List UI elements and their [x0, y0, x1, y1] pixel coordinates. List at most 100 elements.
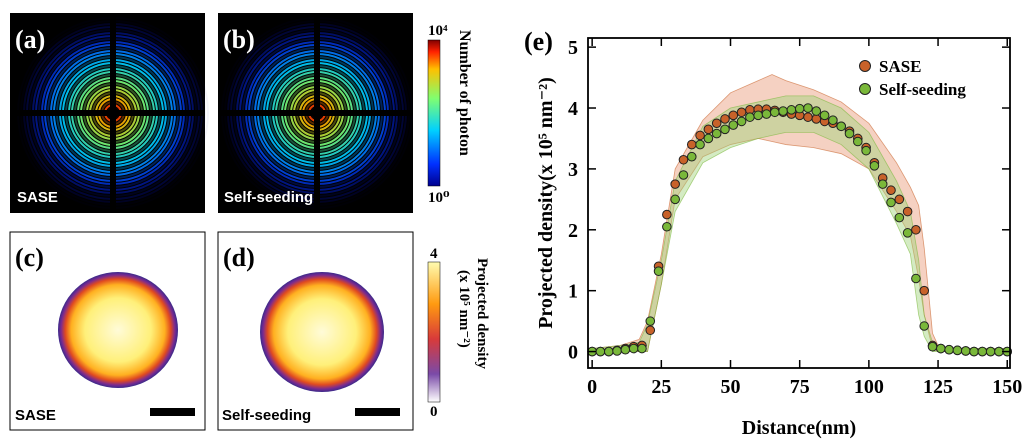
colorbar	[427, 261, 441, 403]
data-point	[803, 103, 813, 113]
scale-bar	[150, 408, 195, 416]
data-point	[985, 346, 996, 357]
panel-caption: Self-seeding	[224, 189, 313, 206]
data-point	[911, 273, 921, 284]
diffraction-image	[218, 13, 413, 213]
data-point	[811, 106, 822, 116]
data-point	[703, 133, 714, 144]
data-point	[969, 346, 979, 357]
colorbar-min: 10⁰	[428, 190, 450, 206]
data-point	[886, 185, 896, 196]
data-point	[778, 106, 788, 116]
y-tick-label: 0	[568, 342, 578, 364]
data-point	[753, 110, 763, 121]
panel-caption: SASE	[17, 189, 58, 206]
data-point	[919, 285, 930, 296]
density-map	[260, 272, 384, 392]
legend-label: Self-seeding	[879, 80, 966, 99]
x-tick-label: 0	[587, 376, 597, 398]
data-point	[853, 136, 863, 147]
data-point	[819, 110, 830, 121]
chart-title: (e)	[524, 27, 553, 56]
data-point	[736, 107, 747, 118]
data-point	[711, 128, 722, 139]
data-point	[703, 124, 714, 135]
data-point	[662, 221, 672, 232]
data-point	[828, 115, 838, 125]
data-point	[761, 109, 772, 119]
panel-label: (d)	[223, 243, 255, 272]
data-point	[736, 116, 747, 127]
x-tick-label: 150	[992, 376, 1022, 398]
data-point	[686, 139, 697, 150]
data-point	[919, 321, 930, 331]
data-point	[653, 266, 664, 276]
data-point	[728, 120, 739, 130]
data-point	[794, 103, 805, 114]
data-point	[662, 209, 672, 220]
x-tick-label: 75	[790, 376, 810, 398]
data-point	[678, 154, 689, 165]
data-point	[686, 151, 697, 162]
data-point	[960, 346, 971, 356]
data-point	[803, 112, 813, 122]
beamstop-arm	[218, 110, 413, 116]
data-point	[927, 341, 938, 352]
data-point	[603, 346, 614, 357]
legend-label: SASE	[879, 57, 922, 76]
legend-marker	[859, 60, 871, 72]
data-point	[695, 130, 705, 141]
data-point	[836, 121, 847, 132]
data-point	[911, 224, 921, 235]
density-map	[58, 272, 178, 388]
panel-label: (b)	[223, 25, 255, 54]
colorbar-max: 4	[430, 246, 438, 262]
data-point	[869, 161, 880, 171]
y-axis-label: Projected density(x 10⁵ nm⁻²)	[535, 77, 557, 329]
x-tick-label: 100	[854, 376, 884, 398]
beamstop-arm	[10, 110, 205, 116]
data-point	[678, 170, 689, 180]
data-point	[877, 179, 888, 189]
data-point	[628, 343, 639, 354]
data-point	[612, 346, 622, 356]
panel-caption: Self-seeding	[222, 407, 311, 424]
data-point	[811, 114, 822, 124]
panel-label: (a)	[15, 25, 45, 54]
data-point	[720, 114, 730, 124]
colorbar-title: (x 10⁵ nm⁻²)	[456, 270, 472, 348]
data-point	[844, 128, 855, 139]
data-point	[695, 139, 705, 150]
data-point	[936, 343, 946, 354]
data-point	[886, 197, 896, 208]
diffraction-image	[10, 13, 209, 213]
data-point	[944, 344, 954, 355]
colorbar-min: 0	[430, 404, 438, 420]
data-point	[711, 118, 722, 129]
data-point	[637, 343, 647, 354]
data-point	[745, 112, 755, 122]
x-tick-label: 50	[721, 376, 741, 398]
legend-marker	[859, 83, 871, 95]
y-tick-label: 2	[568, 220, 578, 242]
colorbar	[427, 39, 441, 187]
data-point	[952, 345, 963, 356]
y-tick-label: 5	[568, 37, 578, 59]
colorbar-title: Projected density	[474, 258, 490, 369]
data-point	[670, 194, 680, 205]
x-axis-label: Distance(nm)	[742, 417, 856, 439]
data-point	[645, 325, 656, 336]
data-point	[620, 344, 631, 355]
data-point	[670, 179, 680, 189]
data-point	[595, 346, 606, 357]
y-tick-label: 1	[568, 281, 578, 303]
colorbar-title: Number of photon	[456, 30, 473, 156]
data-point	[894, 212, 905, 223]
panel-caption: SASE	[15, 407, 56, 424]
scale-bar	[355, 408, 400, 416]
data-point	[861, 145, 871, 156]
data-point	[720, 124, 730, 135]
data-point	[645, 316, 656, 326]
data-point	[994, 346, 1004, 357]
